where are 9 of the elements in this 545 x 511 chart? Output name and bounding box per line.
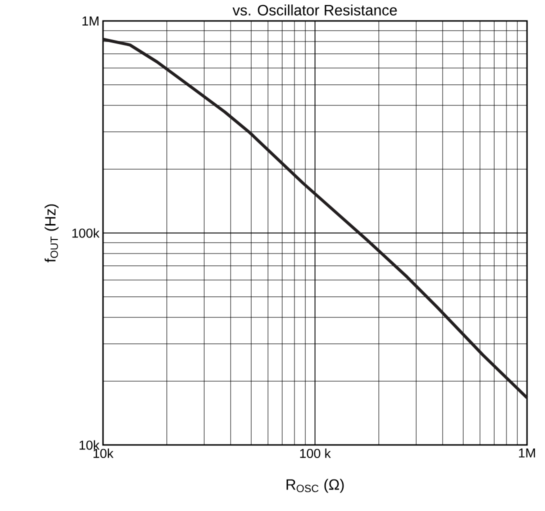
y-tick-label: 100k [72,228,100,238]
y-tick-label: 1M [82,16,98,26]
x-tick-label: 100 k [300,448,331,458]
x-tick-label: 10k [94,448,114,458]
y-tick-label: 10k [80,440,100,450]
x-axis-title: R$_{OSC}$ (Ω) [286,478,344,493]
y-axis-title: f$_{OUT}$ (Hz) [44,204,59,262]
x-tick-label: 1M [519,448,535,458]
chart-title: vs. Oscillator Resistance [232,4,397,16]
